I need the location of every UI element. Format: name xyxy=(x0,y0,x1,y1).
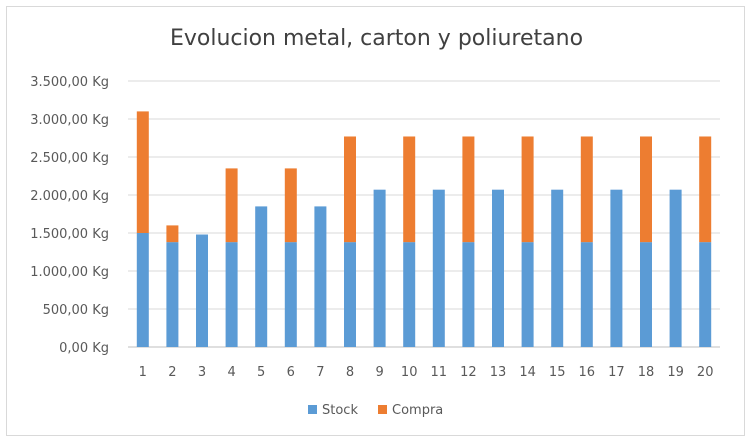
bar-stock-12 xyxy=(462,242,475,347)
bar-stock-11 xyxy=(432,189,445,347)
bar-stock-6 xyxy=(284,242,297,347)
bar-compra-16 xyxy=(580,136,593,243)
x-tick-label: 13 xyxy=(490,365,507,380)
bar-compra-1 xyxy=(136,111,149,233)
bar-stock-19 xyxy=(669,189,682,347)
legend-swatch-stock xyxy=(308,405,317,414)
x-tick-label: 3 xyxy=(198,365,206,380)
bar-stock-5 xyxy=(255,206,268,347)
bar-stock-3 xyxy=(196,234,208,347)
legend-swatch-compra xyxy=(378,405,387,414)
y-tick-label: 0,00 Kg xyxy=(59,341,109,356)
x-tick-label: 11 xyxy=(431,365,448,380)
x-tick-label: 6 xyxy=(287,365,295,380)
x-tick-label: 16 xyxy=(579,365,596,380)
bar-stock-9 xyxy=(373,189,386,347)
bar-stock-2 xyxy=(166,242,179,347)
y-tick-label: 500,00 Kg xyxy=(43,303,109,318)
x-tick-label: 1 xyxy=(139,365,147,380)
x-tick-label: 5 xyxy=(257,365,265,380)
bar-compra-20 xyxy=(699,136,712,243)
y-tick-label: 2.000,00 Kg xyxy=(30,189,109,204)
x-tick-label: 8 xyxy=(346,365,354,380)
bar-compra-18 xyxy=(640,136,652,243)
x-tick-label: 4 xyxy=(227,365,235,380)
x-tick-label: 15 xyxy=(549,365,566,380)
x-tick-label: 7 xyxy=(316,365,324,380)
chart-title: Evolucion metal, carton y poliuretano xyxy=(169,26,584,51)
x-tick-label: 9 xyxy=(375,365,383,380)
bar-stock-16 xyxy=(580,242,593,347)
bar-stock-13 xyxy=(492,189,504,347)
bar-compra-10 xyxy=(403,136,416,243)
bar-stock-14 xyxy=(521,242,534,347)
bar-stock-4 xyxy=(225,242,238,347)
bar-stock-17 xyxy=(610,189,623,347)
x-tick-label: 17 xyxy=(608,365,625,380)
y-tick-label: 3.000,00 Kg xyxy=(30,113,109,128)
bar-stock-20 xyxy=(699,242,712,347)
bar-stock-7 xyxy=(314,206,327,347)
bar-stock-18 xyxy=(640,242,652,347)
x-tick-label: 20 xyxy=(697,365,714,380)
y-tick-label: 3.500,00 Kg xyxy=(30,75,109,90)
y-tick-label: 1.000,00 Kg xyxy=(30,265,109,280)
legend-label-compra: Compra xyxy=(392,403,443,418)
bar-compra-6 xyxy=(284,168,297,243)
x-tick-label: 10 xyxy=(401,365,418,380)
x-tick-label: 19 xyxy=(667,365,684,380)
legend-label-stock: Stock xyxy=(322,403,358,418)
bar-compra-8 xyxy=(344,136,356,243)
y-tick-label: 1.500,00 Kg xyxy=(30,227,109,242)
x-tick-label: 18 xyxy=(638,365,655,380)
bar-compra-14 xyxy=(521,136,534,243)
bar-compra-12 xyxy=(462,136,475,243)
y-tick-label: 2.500,00 Kg xyxy=(30,151,109,166)
x-tick-label: 2 xyxy=(168,365,176,380)
bar-stock-10 xyxy=(403,242,416,347)
bar-stock-1 xyxy=(136,233,149,347)
x-tick-label: 14 xyxy=(519,365,536,380)
bar-stock-15 xyxy=(551,189,564,347)
bar-compra-2 xyxy=(166,225,179,243)
bar-stock-8 xyxy=(344,242,356,347)
bar-compra-4 xyxy=(225,168,238,243)
x-tick-label: 12 xyxy=(460,365,477,380)
